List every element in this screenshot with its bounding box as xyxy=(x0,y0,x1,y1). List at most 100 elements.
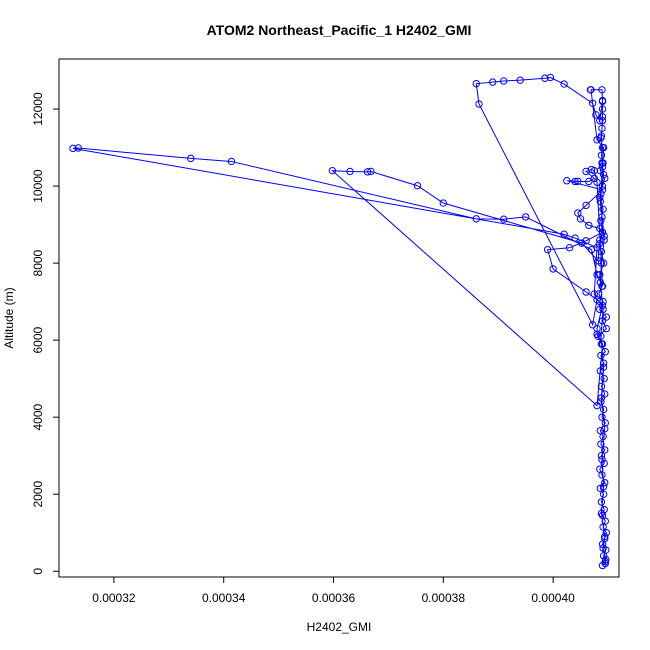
data-point xyxy=(601,174,609,183)
data-point xyxy=(597,332,605,340)
data-point xyxy=(576,215,585,223)
x-tick-label: 0.00034 xyxy=(202,591,246,605)
data-point xyxy=(472,79,480,88)
x-tick-label: 0.00036 xyxy=(312,591,356,605)
data-point xyxy=(363,168,372,176)
data-point xyxy=(593,270,601,279)
data-point xyxy=(500,215,508,223)
data-point xyxy=(541,74,549,82)
data-point xyxy=(597,382,606,391)
y-axis-label: Altitude (m) xyxy=(2,287,16,348)
data-point xyxy=(597,398,605,406)
x-tick-label: 0.00040 xyxy=(531,591,575,605)
y-tick-label: 10000 xyxy=(31,169,45,203)
data-point xyxy=(599,363,608,371)
data-point xyxy=(74,144,82,152)
data-point xyxy=(599,143,608,152)
data-point xyxy=(594,332,602,340)
data-point xyxy=(560,230,568,238)
data-point xyxy=(439,199,448,207)
data-point xyxy=(598,86,606,94)
data-point xyxy=(600,232,608,240)
data-point xyxy=(560,80,568,88)
y-axis: 0 2000 4000 6000 8000 10000 12000 xyxy=(31,92,59,575)
data-point xyxy=(601,532,609,541)
y-tick-label: 2000 xyxy=(31,481,45,508)
data-point xyxy=(597,451,606,460)
data-point xyxy=(593,136,601,144)
data-point xyxy=(601,478,609,487)
y-tick-label: 4000 xyxy=(31,404,45,431)
series-line xyxy=(72,76,608,566)
data-point xyxy=(596,116,604,125)
x-axis: 0.00032 0.00034 0.00036 0.00038 0.00040 xyxy=(92,577,575,605)
data-point xyxy=(601,425,609,433)
x-tick-label: 0.00032 xyxy=(92,591,136,605)
data-point xyxy=(598,116,607,125)
plot-frame xyxy=(58,58,620,578)
data-point xyxy=(597,259,606,267)
data-point xyxy=(602,529,611,537)
data-point xyxy=(597,190,605,198)
data-point xyxy=(574,177,582,185)
data-point xyxy=(597,151,606,159)
data-point xyxy=(475,100,483,108)
data-point xyxy=(596,197,605,206)
data-point xyxy=(601,559,609,568)
data-point xyxy=(598,124,606,133)
data-point xyxy=(593,401,601,410)
data-point xyxy=(598,186,607,194)
data-point xyxy=(571,177,579,186)
data-point xyxy=(596,236,604,244)
data-point xyxy=(598,455,606,464)
data-point xyxy=(600,236,608,244)
data-point xyxy=(602,313,611,321)
data-point xyxy=(586,86,595,94)
data-point xyxy=(585,221,593,230)
data-point xyxy=(598,317,607,325)
data-point xyxy=(546,73,555,82)
data-point xyxy=(598,213,606,221)
data-point xyxy=(599,432,607,441)
x-tick-label: 0.00038 xyxy=(422,591,466,605)
data-point xyxy=(328,166,337,175)
data-point xyxy=(602,555,610,564)
data-point xyxy=(598,301,607,310)
data-point xyxy=(595,240,603,248)
data-point xyxy=(596,426,605,435)
data-point xyxy=(599,170,608,179)
data-point xyxy=(596,465,604,473)
data-point xyxy=(597,217,605,225)
data-point xyxy=(500,77,508,85)
data-point xyxy=(565,244,574,252)
data-point xyxy=(596,278,605,287)
data-point xyxy=(582,288,590,296)
data-point xyxy=(587,245,596,254)
data-point xyxy=(588,321,597,329)
data-point xyxy=(413,182,422,190)
data-point xyxy=(601,517,609,525)
data-point xyxy=(597,132,606,140)
data-point xyxy=(598,413,606,421)
data-point xyxy=(346,167,354,176)
data-point xyxy=(588,99,597,107)
data-point xyxy=(367,167,375,176)
data-point xyxy=(598,159,606,167)
y-tick-label: 8000 xyxy=(31,249,45,276)
data-point xyxy=(599,205,607,213)
data-point xyxy=(599,544,607,552)
data-point xyxy=(543,245,552,254)
data-point xyxy=(590,290,598,298)
data-point xyxy=(598,96,607,105)
data-point xyxy=(597,509,606,518)
data-point xyxy=(593,330,601,339)
data-point xyxy=(599,405,608,414)
data-point xyxy=(601,446,609,454)
data-point xyxy=(187,154,195,163)
data-point xyxy=(597,498,606,506)
data-point xyxy=(516,76,524,84)
data-point xyxy=(597,351,605,360)
data-point xyxy=(601,419,609,427)
